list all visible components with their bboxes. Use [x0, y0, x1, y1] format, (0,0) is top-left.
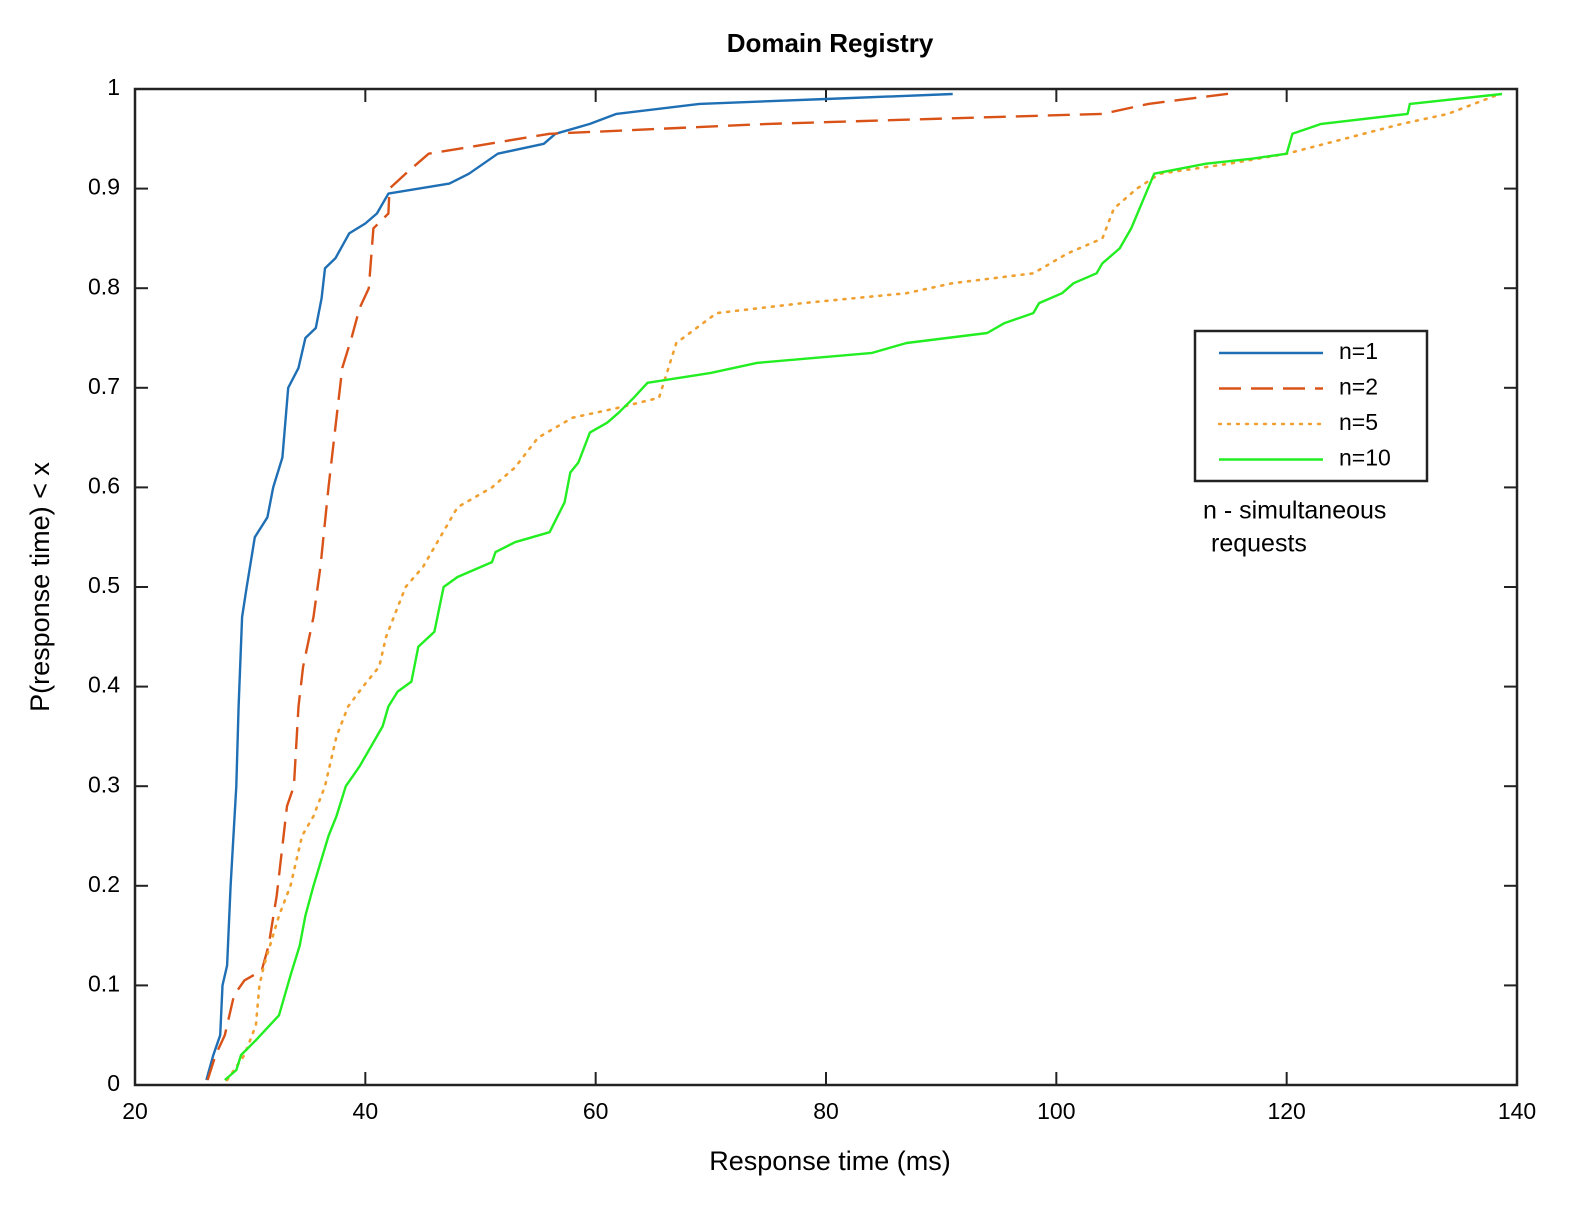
y-tick-label: 0.7	[88, 373, 120, 399]
x-tick-label: 80	[813, 1098, 839, 1124]
y-tick-label: 0.5	[88, 572, 120, 598]
y-tick-label: 0.6	[88, 472, 120, 498]
y-tick-label: 0.8	[88, 273, 120, 299]
legend-label: n=2	[1339, 374, 1378, 400]
x-tick-label: 60	[583, 1098, 609, 1124]
y-tick-label: 0	[107, 1070, 120, 1096]
legend-label: n=5	[1339, 409, 1378, 435]
y-tick-label: 0.4	[88, 672, 120, 698]
y-tick-label: 0.1	[88, 970, 120, 996]
chart-title: Domain Registry	[727, 28, 934, 58]
y-tick-label: 0.2	[88, 871, 120, 897]
annotation: requests	[1211, 530, 1307, 558]
x-tick-label: 40	[353, 1098, 379, 1124]
annotation: n - simultaneous	[1203, 497, 1386, 525]
y-tick-label: 0.3	[88, 771, 120, 797]
x-axis-label: Response time (ms)	[709, 1146, 951, 1176]
y-tick-label: 0.9	[88, 174, 120, 200]
data-line	[205, 92, 953, 1081]
x-tick-label: 120	[1267, 1098, 1305, 1124]
legend-label: n=10	[1339, 445, 1391, 471]
data-line	[224, 92, 1503, 1081]
data-line	[206, 91, 1235, 1081]
data-line	[225, 92, 1501, 1082]
x-tick-label: 100	[1037, 1098, 1075, 1124]
x-tick-label: 20	[122, 1098, 148, 1124]
legend-label: n=1	[1339, 338, 1378, 364]
legend: n=1 n=2 n=5 n=10	[1193, 329, 1429, 483]
legend-box	[1193, 329, 1429, 483]
x-tick-label: 140	[1498, 1098, 1536, 1124]
y-axis-label: P(response time) < x	[25, 462, 55, 712]
plot-frame	[133, 87, 1519, 1087]
y-tick-label: 1	[107, 74, 120, 100]
